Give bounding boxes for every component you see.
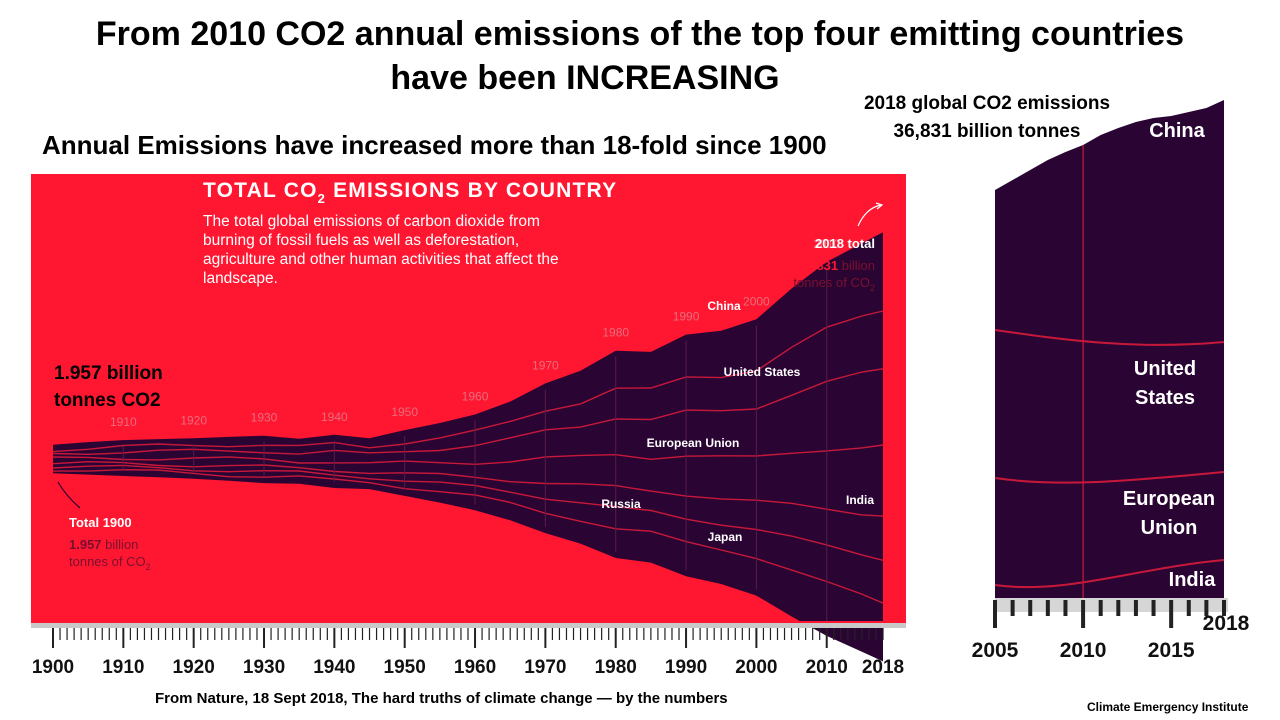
page-title: From 2010 CO2 annual emissions of the to… [0,12,1280,100]
series-label-china: China [707,299,741,313]
main-series-labels: China United States European Union Russia In… [601,299,874,544]
main-axis-label: 1980 [595,657,637,678]
zoom-band-line [994,329,1225,346]
annotation-1900-unit: billion [102,537,139,552]
zoom-series-label-india: India [1169,569,1217,591]
page-title-line2: have been INCREASING [390,59,780,97]
series-label-european-union: European Union [647,436,740,450]
main-axis-label: 1900 [32,657,74,678]
decade-marker-label: 2000 [743,294,770,308]
decade-markers: 1910 1920 1930 1940 1950 1960 1970 1980 1990 2000… [110,237,840,630]
annotation-2018-unit2-text: tonnes of CO [793,275,870,290]
chart-description-line: burning of fossil fuels as well as defor… [203,232,519,249]
zoom-axis-label: 2018 [1203,612,1250,635]
decade-marker-label: 1940 [321,410,348,424]
annotation-2018-number: 36.831 [798,258,838,273]
annotation-1957-billion: 1.957 billion tonnes CO2 [54,360,163,414]
zoom-series-label-european-union: Union [1141,517,1198,539]
decade-marker-label: 1950 [391,405,418,419]
zoom-stream-area [995,100,1224,598]
zoom-stream [994,100,1225,598]
annotation-1957-line1: 1.957 billion [54,363,163,384]
main-axis-label: 2000 [735,657,777,678]
series-label-united-states: United States [724,365,801,379]
annotation-1900-value: 1.957 billion [69,537,138,552]
decade-marker-label: 1910 [110,415,137,429]
chart-inner-title-text: TOTAL CO [203,179,318,202]
main-axis-label: 1990 [665,657,707,678]
annotation-2018: 2018 total 36.831 billion tonnes of CO2 [793,202,884,293]
annotation-1900: Total 1900 1.957 billion tonnes of CO2 [57,481,151,572]
main-axis-label: 2018 [862,657,904,678]
main-axis-label: 1910 [102,657,144,678]
annotation-2018-arrow [857,204,882,227]
zoom-series-label-european-union: European [1123,488,1215,510]
chart-description-line: landscape. [203,270,278,287]
annotation-1900-label: Total 1900 [69,515,132,530]
series-label-russia: Russia [601,497,641,511]
main-axis-bar [31,622,906,628]
decade-marker-label: 2010 [813,237,840,251]
zoom-band-line [994,471,1225,484]
decade-marker-label: 1920 [180,413,207,427]
main-axis-label: 2010 [806,657,848,678]
chart-description-line: The total global emissions of carbon dio… [203,213,540,230]
chart-inner-title-rest: EMISSIONS BY COUNTRY [326,179,617,202]
annotation-2018-unit2: tonnes of CO2 [793,275,875,293]
global-note-line2: 36,831 billion tonnes [893,121,1081,142]
series-label-japan: Japan [708,530,743,544]
annotation-2018-sub: 2 [870,283,875,293]
main-axis-label: 1950 [384,657,426,678]
annotation-1957-line2: tonnes CO2 [54,390,161,411]
zoom-axis-label: 2015 [1148,639,1195,662]
annotation-2018-value: 36.831 billion [798,258,875,273]
decade-marker-label: 1960 [462,390,489,404]
annotation-1900-sub: 2 [146,562,151,572]
page-title-line1: From 2010 CO2 annual emissions of the to… [95,15,1185,53]
decade-marker-label: 1970 [532,358,559,372]
main-axis-label: 1940 [313,657,355,678]
decade-marker-label: 1930 [251,411,278,425]
chart-description-line: agriculture and other human activities t… [203,251,559,268]
global-emissions-note: 2018 global CO2 emissions 36,831 billion… [852,90,1122,146]
zoom-x-axis: 2005 2010 2015 2018 [972,598,1250,662]
zoom-band-line [994,559,1225,589]
main-axis-label: 1930 [243,657,285,678]
global-note-line1: 2018 global CO2 emissions [863,93,1111,114]
zoom-series-label-united-states: States [1135,387,1195,409]
decade-marker-label: 1980 [602,326,629,340]
main-x-axis: 1900 1910 1920 1930 1940 1950 1960 1970 1980 1990… [31,621,906,678]
annotation-1900-unit2-text: tonnes of CO [69,554,146,569]
decade-marker-label: 1990 [673,310,700,324]
annotation-1900-number: 1.957 [69,537,102,552]
zoom-axis-label: 2010 [1060,639,1107,662]
main-axis-label: 1960 [454,657,496,678]
annotation-2018-label: 2018 total [815,236,875,251]
annotation-2018-arrowhead [875,202,884,210]
annotation-1900-arrow [57,481,81,509]
chart-description: The total global emissions of carbon dio… [203,213,559,287]
zoom-series-labels: China United States European Union India [1123,120,1216,591]
series-label-india: India [846,493,874,507]
main-axis-label: 1920 [173,657,215,678]
annotation-2018-unit: billion [838,258,875,273]
zoom-series-label-china: China [1149,120,1205,142]
footer-credit: Climate Emergency Institute [1087,700,1249,714]
footer-source: From Nature, 18 Sept 2018, The hard trut… [155,690,728,707]
chart-inner-title-sub: 2 [318,191,326,206]
main-axis-label: 1970 [524,657,566,678]
annotation-1900-unit2: tonnes of CO2 [69,554,151,572]
zoom-series-label-united-states: United [1134,358,1196,380]
chart-inner-title: TOTAL CO2 EMISSIONS BY COUNTRY [203,179,617,206]
page-subtitle: Annual Emissions have increased more tha… [42,130,827,160]
zoom-axis-label: 2005 [972,639,1019,662]
